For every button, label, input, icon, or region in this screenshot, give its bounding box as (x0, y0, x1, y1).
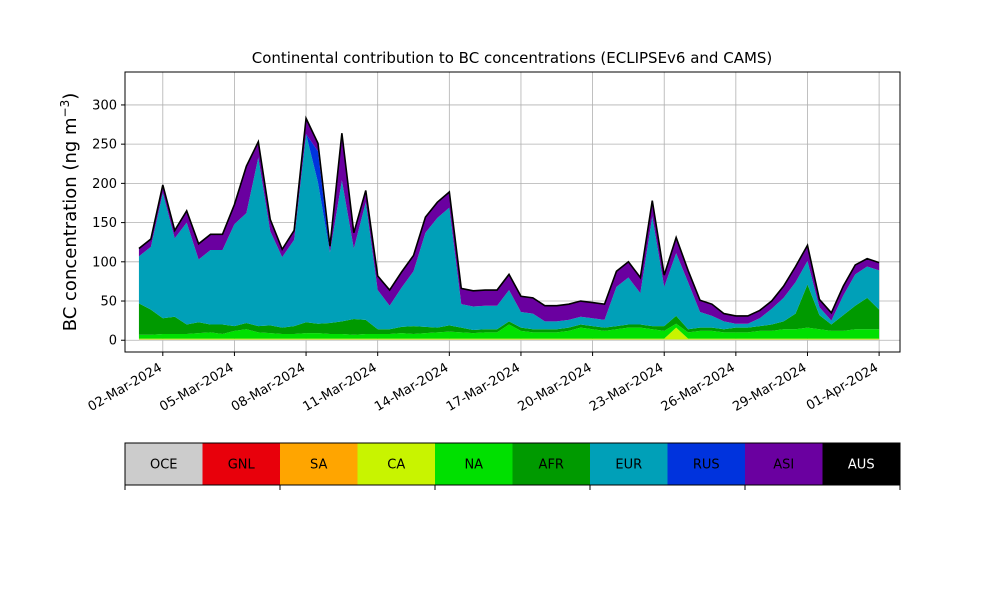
y-axis-label-close: ) (60, 93, 81, 100)
legend-label-sa: SA (310, 458, 327, 473)
legend-swatch-eur (590, 443, 668, 485)
y-tick-label-4: 200 (92, 177, 117, 192)
area-na (138, 323, 880, 339)
legend: OCE GNL SA CA NA AFR EUR RUS ASI AUS (124, 442, 901, 490)
area-afr (138, 284, 880, 335)
y-axis-label-superscript: −3 (58, 100, 72, 118)
y-axis-label: BC concentration (ng m−3) (58, 93, 81, 332)
legend-swatch-rus (667, 443, 745, 485)
y-axis-label-main: BC concentration (ng m (60, 117, 81, 331)
total-line (138, 115, 880, 317)
legend-label-eur: EUR (615, 458, 642, 473)
legend-swatch-oce (125, 443, 203, 485)
legend-label-ca: CA (387, 458, 405, 473)
legend-label-rus: RUS (693, 458, 720, 473)
y-tick-label-1: 50 (100, 295, 117, 310)
legend-label-oce: OCE (150, 458, 178, 473)
y-tick-label-6: 300 (92, 98, 117, 113)
y-tick-label-3: 150 (92, 216, 117, 231)
y-tick-label-2: 100 (92, 255, 117, 270)
area-asi (138, 118, 880, 324)
legend-swatch-aus (822, 443, 900, 485)
area-oce (138, 339, 880, 341)
legend-swatch-ca (357, 443, 435, 485)
legend-swatch-afr (512, 443, 590, 485)
legend-swatch-gnl (202, 443, 280, 485)
legend-swatch-na (435, 443, 513, 485)
chart-title: Continental contribution to BC concentra… (252, 49, 773, 67)
y-tick-label-5: 250 (92, 138, 117, 153)
y-tick-label-0: 0 (109, 334, 117, 349)
legend-swatch-asi (745, 443, 823, 485)
legend-frame (124, 442, 901, 486)
legend-label-asi: ASI (773, 458, 794, 473)
legend-swatch-sa (280, 443, 358, 485)
legend-label-aus: AUS (848, 458, 875, 473)
legend-label-gnl: GNL (228, 458, 256, 473)
area-eur (138, 133, 880, 331)
legend-label-afr: AFR (539, 458, 564, 473)
plot-frame (124, 71, 901, 353)
legend-label-na: NA (464, 458, 483, 473)
